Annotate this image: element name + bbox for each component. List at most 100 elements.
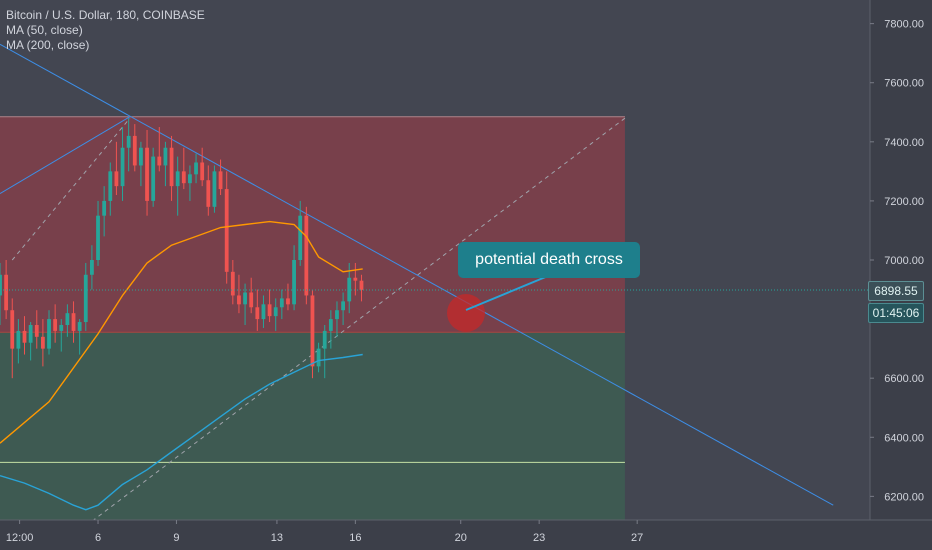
candle[interactable] [206, 165, 211, 216]
candle[interactable] [126, 118, 131, 172]
candle[interactable] [316, 342, 321, 373]
candle[interactable] [83, 262, 88, 331]
candle-body [322, 330, 327, 349]
candle-body [194, 162, 198, 175]
ma50-line[interactable] [0, 220, 363, 444]
y-tick-label: 6400.00 [884, 432, 924, 444]
callout-pointer [465, 275, 549, 311]
y-tick-label: 7800.00 [884, 19, 924, 31]
candle[interactable] [224, 171, 229, 284]
legend-ma50: MA (50, close) [6, 23, 83, 37]
candle[interactable] [22, 316, 27, 355]
candle[interactable] [212, 165, 217, 213]
trendline[interactable] [0, 116, 131, 194]
candle[interactable] [53, 304, 58, 343]
candle[interactable] [169, 135, 174, 201]
candle[interactable] [322, 325, 327, 379]
candle[interactable] [255, 289, 260, 331]
x-tick-label: 27 [631, 532, 643, 544]
candle[interactable] [77, 319, 82, 355]
candle[interactable] [96, 200, 100, 266]
candle[interactable] [114, 141, 119, 195]
candle[interactable] [273, 298, 278, 331]
candle[interactable] [120, 127, 125, 201]
candle-body [151, 156, 156, 201]
time-axis-panel[interactable] [0, 520, 870, 550]
candle-body [34, 325, 39, 337]
candle[interactable] [157, 127, 162, 172]
candle-body [108, 171, 113, 201]
candle[interactable] [261, 295, 266, 328]
candle[interactable] [47, 310, 51, 355]
candle[interactable] [59, 319, 64, 352]
candle-body [292, 260, 296, 305]
candle[interactable] [145, 130, 149, 216]
death-cross-callout[interactable]: potential death cross [458, 242, 640, 278]
candle[interactable] [90, 245, 94, 290]
candle-body [347, 277, 352, 302]
dashed-channel-line[interactable] [11, 117, 131, 261]
candle[interactable] [218, 159, 223, 195]
candle[interactable] [16, 319, 21, 364]
candle[interactable] [132, 124, 137, 172]
x-tick-label: 13 [271, 532, 283, 544]
candle[interactable] [71, 301, 76, 343]
ma200-line[interactable] [0, 353, 363, 511]
candle[interactable] [65, 304, 70, 337]
candle[interactable] [328, 310, 333, 349]
candle-body [114, 171, 119, 187]
trendline[interactable] [0, 43, 834, 506]
candle[interactable] [108, 162, 113, 216]
candle-body [16, 330, 21, 349]
candle[interactable] [249, 277, 254, 314]
x-tick-label: 16 [349, 532, 361, 544]
candle-body [181, 171, 186, 184]
candle[interactable] [194, 153, 198, 184]
candle[interactable] [163, 141, 168, 187]
candle[interactable] [200, 147, 205, 187]
candle[interactable] [151, 147, 156, 207]
candle[interactable] [292, 245, 296, 311]
candle[interactable] [298, 200, 303, 266]
candle[interactable] [175, 156, 180, 216]
candle[interactable] [304, 206, 309, 305]
candle-body [243, 292, 247, 305]
candle[interactable] [34, 310, 39, 349]
price-axis-panel[interactable] [870, 0, 932, 550]
candle-body [261, 304, 266, 320]
candle-body [335, 310, 339, 320]
candle[interactable] [40, 319, 45, 367]
candle[interactable] [243, 283, 247, 325]
candle[interactable] [188, 165, 192, 201]
candle[interactable] [28, 322, 33, 361]
candle-body [40, 336, 45, 349]
candle-body [273, 307, 278, 317]
death-cross-marker[interactable] [447, 294, 485, 332]
candle[interactable] [335, 301, 339, 337]
candle[interactable] [279, 289, 284, 320]
candle-body [224, 189, 229, 272]
candle[interactable] [341, 292, 345, 326]
candle-body [279, 298, 284, 308]
candle-body [163, 147, 168, 166]
candle[interactable] [0, 262, 2, 325]
candle[interactable] [267, 289, 272, 323]
candle[interactable] [10, 298, 15, 379]
candle[interactable] [102, 186, 107, 237]
candle-body [353, 277, 358, 281]
candle[interactable] [359, 274, 364, 302]
x-tick-label: 9 [173, 532, 179, 544]
candle[interactable] [237, 274, 241, 314]
candle[interactable] [353, 262, 358, 296]
candle-body [310, 295, 315, 367]
candle-body [47, 319, 51, 349]
candle[interactable] [139, 141, 143, 187]
candle[interactable] [230, 260, 235, 305]
candle-body [200, 162, 205, 181]
current-price-tag: 6898.55 [868, 281, 924, 301]
candle[interactable] [181, 147, 186, 190]
dashed-channel-line[interactable] [85, 117, 626, 527]
candle[interactable] [310, 289, 315, 379]
candle[interactable] [286, 283, 290, 311]
